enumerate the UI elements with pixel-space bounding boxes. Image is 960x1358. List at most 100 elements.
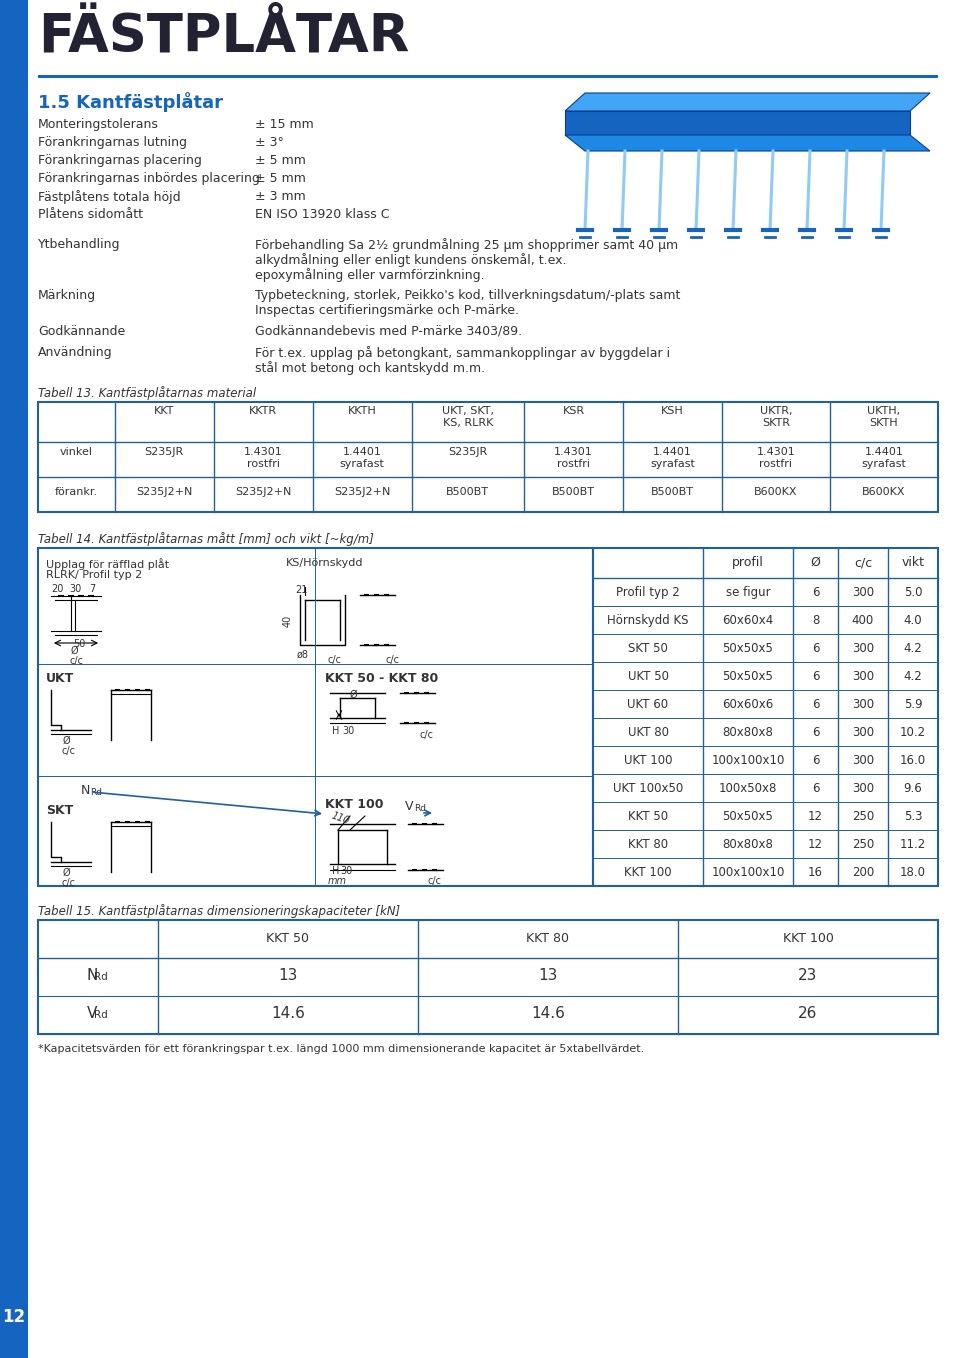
Text: 21: 21 xyxy=(295,585,307,595)
Text: UKT 100x50: UKT 100x50 xyxy=(612,782,684,794)
Text: c/c: c/c xyxy=(853,555,872,569)
Text: 300: 300 xyxy=(852,727,874,739)
Text: KKT 80: KKT 80 xyxy=(526,932,569,945)
Text: S235J2+N: S235J2+N xyxy=(235,488,291,497)
Text: stål mot betong och kantskydd m.m.: stål mot betong och kantskydd m.m. xyxy=(255,361,485,375)
Text: Godkännande: Godkännande xyxy=(38,325,125,338)
Text: 13: 13 xyxy=(278,968,298,983)
Text: 10.2: 10.2 xyxy=(900,727,926,739)
Text: KKT 100: KKT 100 xyxy=(325,799,383,811)
Text: 50x50x5: 50x50x5 xyxy=(723,642,774,655)
Text: 30: 30 xyxy=(69,584,82,593)
Text: Inspectas certifieringsmärke och P-märke.: Inspectas certifieringsmärke och P-märke… xyxy=(255,304,519,316)
Text: 4.2: 4.2 xyxy=(903,642,923,655)
Text: *Kapacitetsvärden för ett förankringspar t.ex. längd 1000 mm dimensionerande kap: *Kapacitetsvärden för ett förankringspar… xyxy=(38,1044,644,1054)
Text: Profil typ 2: Profil typ 2 xyxy=(616,587,680,599)
Bar xyxy=(593,774,938,803)
Text: UKT 50: UKT 50 xyxy=(628,669,668,683)
Text: se figur: se figur xyxy=(726,587,770,599)
Bar xyxy=(38,957,938,995)
Text: 300: 300 xyxy=(852,642,874,655)
Text: UKT: UKT xyxy=(46,672,74,684)
Text: 11.2: 11.2 xyxy=(900,838,926,851)
Text: UKTR,
SKTR: UKTR, SKTR xyxy=(759,406,792,428)
Text: 200: 200 xyxy=(852,866,875,879)
Text: c/c: c/c xyxy=(385,655,399,665)
Text: 1.4301
rostfri: 1.4301 rostfri xyxy=(554,447,593,470)
Bar xyxy=(593,634,938,661)
Text: Ø: Ø xyxy=(71,646,79,656)
Text: 20: 20 xyxy=(51,584,63,593)
Text: För t.ex. upplag på betongkant, sammankopplingar av byggdelar i: För t.ex. upplag på betongkant, sammanko… xyxy=(255,346,670,360)
Text: 14.6: 14.6 xyxy=(531,1006,564,1021)
Text: N: N xyxy=(81,784,90,797)
Text: S235JR: S235JR xyxy=(144,447,183,458)
Polygon shape xyxy=(565,134,930,151)
Text: 1.4401
syrafast: 1.4401 syrafast xyxy=(340,447,384,470)
Text: c/c: c/c xyxy=(428,876,442,885)
Text: S235J2+N: S235J2+N xyxy=(334,488,390,497)
Text: Rd: Rd xyxy=(94,972,108,982)
Text: H: H xyxy=(332,727,340,736)
Text: S235J2+N: S235J2+N xyxy=(135,488,192,497)
Text: 6: 6 xyxy=(812,587,819,599)
Text: UKT, SKT,
KS, RLRK: UKT, SKT, KS, RLRK xyxy=(442,406,493,428)
Text: 12: 12 xyxy=(808,838,823,851)
Text: ø8: ø8 xyxy=(297,650,309,660)
Text: B600KX: B600KX xyxy=(755,488,798,497)
Bar xyxy=(38,75,938,77)
Bar xyxy=(38,995,938,1033)
Text: 60x60x4: 60x60x4 xyxy=(722,614,774,627)
Text: 7: 7 xyxy=(89,584,95,593)
Text: 100x50x8: 100x50x8 xyxy=(719,782,778,794)
Text: 60x60x6: 60x60x6 xyxy=(722,698,774,712)
Text: 23: 23 xyxy=(799,968,818,983)
Text: Ø: Ø xyxy=(350,690,358,699)
Text: ± 5 mm: ± 5 mm xyxy=(255,153,306,167)
Text: 9.6: 9.6 xyxy=(903,782,923,794)
Text: 6: 6 xyxy=(812,698,819,712)
Text: 6: 6 xyxy=(812,782,819,794)
Text: Användning: Användning xyxy=(38,346,112,359)
Text: 100x100x10: 100x100x10 xyxy=(711,754,784,767)
Bar xyxy=(593,718,938,746)
Text: KKT 50: KKT 50 xyxy=(628,809,668,823)
Text: 16: 16 xyxy=(808,866,823,879)
Text: Typbeteckning, storlek, Peikko's kod, tillverkningsdatum/-plats samt: Typbeteckning, storlek, Peikko's kod, ti… xyxy=(255,289,681,301)
Text: RLRK/ Profil typ 2: RLRK/ Profil typ 2 xyxy=(46,570,142,580)
Polygon shape xyxy=(565,111,910,134)
Bar xyxy=(593,661,938,690)
Text: KKT 50: KKT 50 xyxy=(267,932,309,945)
Bar xyxy=(38,919,938,1033)
Bar xyxy=(38,549,593,885)
Text: 40: 40 xyxy=(283,615,293,627)
Text: 50x50x5: 50x50x5 xyxy=(723,809,774,823)
Bar xyxy=(38,402,938,512)
Text: Plåtens sidomått: Plåtens sidomått xyxy=(38,208,143,221)
Text: 50: 50 xyxy=(73,640,85,649)
Text: V: V xyxy=(86,1006,97,1021)
Text: 100x100x10: 100x100x10 xyxy=(711,866,784,879)
Text: Tabell 13. Kantfästplåtarnas material: Tabell 13. Kantfästplåtarnas material xyxy=(38,386,256,401)
Text: 12: 12 xyxy=(3,1308,26,1325)
Text: SKT: SKT xyxy=(46,804,73,818)
Text: 30: 30 xyxy=(340,866,352,876)
Text: 300: 300 xyxy=(852,754,874,767)
Text: Hörnskydd KS: Hörnskydd KS xyxy=(608,614,688,627)
Text: 50x50x5: 50x50x5 xyxy=(723,669,774,683)
Bar xyxy=(38,441,938,477)
Text: Ø: Ø xyxy=(63,868,71,879)
Text: förankr.: förankr. xyxy=(55,488,98,497)
Text: 6: 6 xyxy=(812,669,819,683)
Bar xyxy=(593,579,938,606)
Text: 250: 250 xyxy=(852,838,875,851)
Text: profil: profil xyxy=(732,555,764,569)
Text: ± 15 mm: ± 15 mm xyxy=(255,118,314,130)
Text: 1.4401
syrafast: 1.4401 syrafast xyxy=(650,447,695,470)
Text: B500BT: B500BT xyxy=(552,488,595,497)
Bar xyxy=(593,858,938,885)
Text: S235JR: S235JR xyxy=(448,447,488,458)
Text: KKTH: KKTH xyxy=(348,406,376,416)
Text: KKT 100: KKT 100 xyxy=(782,932,833,945)
Text: 5.0: 5.0 xyxy=(903,587,923,599)
